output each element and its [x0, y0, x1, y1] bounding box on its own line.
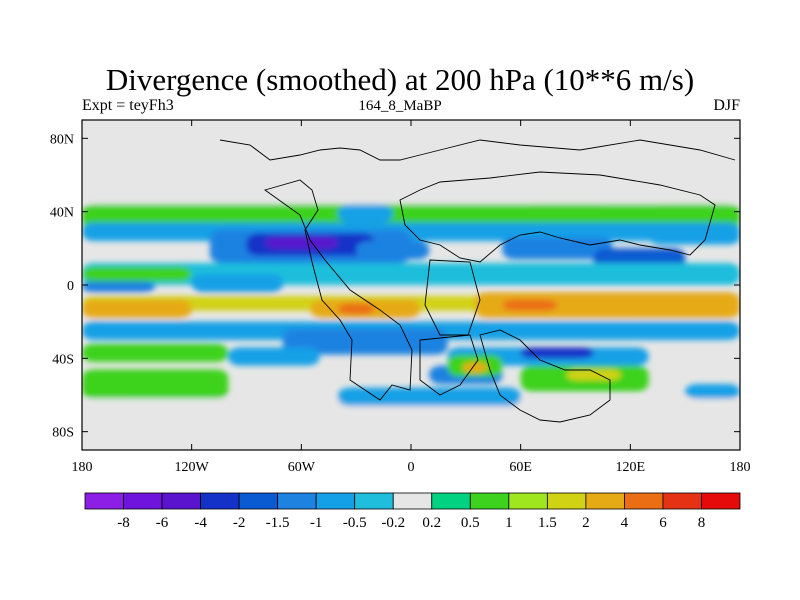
- x-tick-label: 60W: [288, 460, 316, 475]
- contour-region: [82, 164, 740, 205]
- colorbar-swatch: [624, 492, 664, 510]
- colorbar-label: 2: [582, 515, 590, 531]
- x-tick-label: 180: [72, 460, 93, 475]
- y-tick-label: 40N: [50, 206, 74, 221]
- contour-region: [82, 369, 229, 399]
- contour-region: [648, 204, 740, 223]
- x-tick-label: 0: [408, 460, 415, 475]
- colorbar-label: 4: [621, 515, 629, 531]
- colorbar-label: -0.5: [343, 515, 367, 531]
- x-tick-label: 120E: [616, 460, 646, 475]
- colorbar-swatch: [392, 492, 433, 510]
- colorbar-swatch: [123, 492, 163, 510]
- colorbar-swatch: [469, 492, 510, 510]
- contour-region: [566, 369, 622, 381]
- contour-region: [82, 281, 156, 293]
- contour-region: [502, 237, 613, 260]
- colorbar-label: -4: [194, 515, 207, 531]
- y-tick-label: 0: [67, 279, 74, 294]
- contour-region: [191, 274, 284, 293]
- contour-region: [685, 384, 740, 399]
- colorbar-label: 1.5: [538, 515, 557, 531]
- colorbar-label: 6: [659, 515, 667, 531]
- axes: 180 120W 60W 0 60E 120E 180 80N 40N 0 40S 80S: [50, 120, 751, 475]
- x-tick-label: 60E: [509, 460, 532, 475]
- colorbar-label: -1.5: [266, 515, 290, 531]
- colorbar-swatch: [161, 492, 201, 510]
- colorbar-swatch: [508, 492, 548, 510]
- x-tick-label: 120W: [175, 460, 210, 475]
- contour-region: [520, 347, 594, 359]
- colorbar-label: 8: [698, 515, 706, 531]
- colorbar-swatch: [200, 492, 240, 510]
- y-tick-label: 80S: [52, 426, 74, 441]
- contour-region: [82, 266, 192, 282]
- divergence-field: [82, 120, 740, 450]
- colorbar-label: -2: [233, 515, 246, 531]
- contour-region: [82, 398, 740, 443]
- contour-region: [337, 303, 375, 315]
- contour-regions: [82, 164, 740, 443]
- experiment-label: Expt = teyFh3: [82, 97, 174, 114]
- colorbar-label: 0.5: [461, 515, 480, 531]
- colorbar-label: -8: [117, 515, 130, 531]
- contour-region: [228, 347, 320, 366]
- case-label: 164_8_MaBP: [358, 98, 442, 114]
- colorbar-swatch: [238, 492, 279, 510]
- contour-region: [648, 230, 740, 245]
- colorbar-label: -6: [156, 515, 169, 531]
- contour-region: [337, 387, 521, 406]
- chart-title: Divergence (smoothed) at 200 hPa (10**6 …: [105, 62, 695, 97]
- coastline: [219, 139, 736, 423]
- colorbar-swatch: [315, 492, 356, 510]
- contour-region: [520, 204, 613, 223]
- x-tick-label: 180: [730, 460, 751, 475]
- colorbar-swatch: [546, 492, 587, 510]
- contour-region: [502, 299, 558, 311]
- colorbar-swatch: [354, 492, 394, 510]
- colorbar-label: -0.2: [381, 515, 405, 531]
- contour-region: [337, 204, 393, 223]
- contour-region: [462, 362, 488, 373]
- colorbar-label: -1: [310, 515, 323, 531]
- colorbar-swatch: [585, 492, 625, 510]
- contour-region: [474, 292, 740, 318]
- contour-region: [82, 299, 192, 318]
- contour-region: [82, 343, 229, 362]
- y-tick-label: 40S: [52, 352, 74, 367]
- colorbar: -8 -6 -4 -2 -1.5 -1 -0.5 -0.2 0.2 0.5 1 1.5 2 4 6 8: [84, 492, 741, 531]
- colorbar-swatch: [84, 492, 124, 510]
- y-tick-label: 80N: [50, 132, 74, 147]
- colorbar-swatch: [277, 492, 317, 510]
- contour-region: [283, 329, 448, 355]
- contour-region: [264, 237, 338, 249]
- colorbar-label: 0.2: [422, 515, 441, 531]
- colorbar-swatch: [701, 492, 741, 510]
- colorbar-swatch: [662, 492, 702, 510]
- season-label: DJF: [713, 97, 740, 114]
- colorbar-swatch: [431, 492, 471, 510]
- contour-region: [356, 241, 430, 260]
- colorbar-label: 1: [505, 515, 513, 531]
